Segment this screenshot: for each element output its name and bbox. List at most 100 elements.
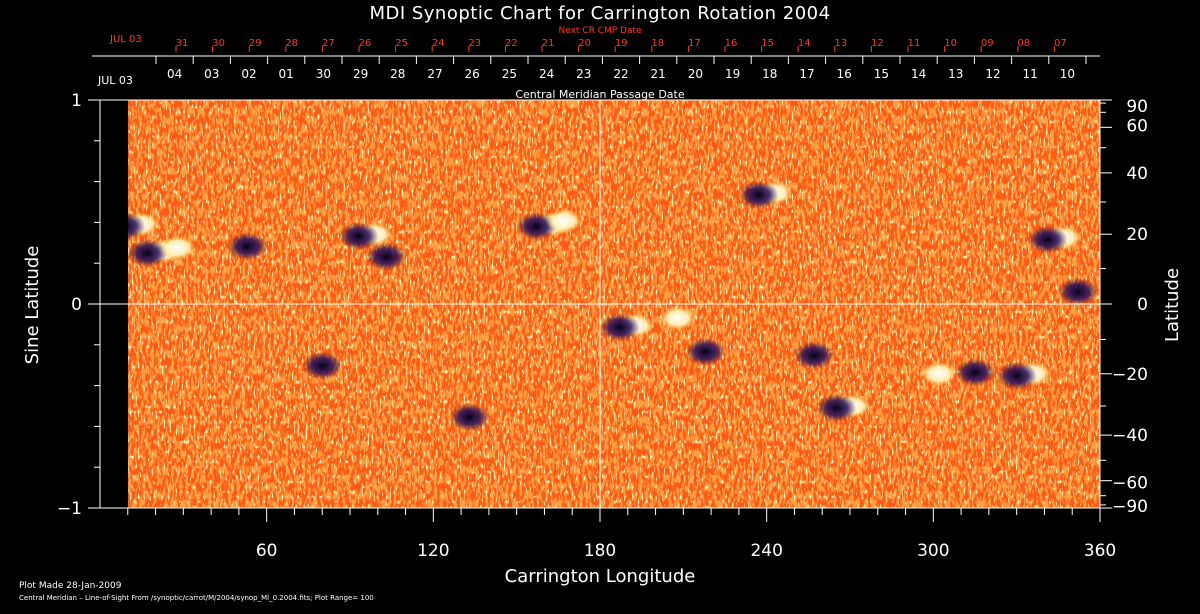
negative-polarity xyxy=(816,394,857,422)
active-region xyxy=(997,361,1051,390)
cmp-date-label: 23 xyxy=(576,67,591,81)
cmp-date-label: 04 xyxy=(167,67,182,81)
next-cr-date-label: 10 xyxy=(944,38,957,49)
active-region xyxy=(545,209,582,234)
x-tick-label: 120 xyxy=(417,541,449,561)
active-regions xyxy=(105,180,1098,432)
cmp-date-label: 24 xyxy=(539,67,554,81)
negative-polarity xyxy=(599,313,640,342)
active-region xyxy=(685,337,726,366)
negative-polarity xyxy=(793,341,834,370)
positive-polarity xyxy=(159,235,196,260)
y-right-tick-label: 0 xyxy=(1137,295,1148,315)
cmp-date-label: 03 xyxy=(204,67,219,81)
plot-made-note: Plot Made 28-Jan-2009 xyxy=(19,581,122,591)
cmp-date-label: 11 xyxy=(1023,67,1038,81)
active-region xyxy=(302,351,343,380)
active-region xyxy=(338,222,393,251)
next-cr-date-label: 29 xyxy=(249,38,262,49)
next-cr-date-label: 14 xyxy=(798,38,811,49)
cmp-label: Central Meridian Passage Date xyxy=(515,88,684,101)
x-tick-label: 360 xyxy=(1084,541,1116,561)
next-cr-date-label: 23 xyxy=(468,38,481,49)
active-region xyxy=(738,180,793,209)
cmp-date-label: 17 xyxy=(799,67,814,81)
active-region xyxy=(920,361,957,386)
positive-polarity xyxy=(920,361,957,386)
next-cr-date-label: 12 xyxy=(871,38,884,49)
negative-polarity xyxy=(685,337,726,366)
cmp-date-label: 22 xyxy=(613,67,628,81)
negative-polarity xyxy=(366,242,407,271)
y-right-tick-label: −90 xyxy=(1112,497,1148,517)
active-region xyxy=(793,341,834,370)
active-region xyxy=(366,242,407,271)
cmp-date-label: 16 xyxy=(837,67,852,81)
cmp-first-date-label: JUL 03 xyxy=(97,74,133,87)
next-cr-date-label: 18 xyxy=(651,38,664,49)
y-right-tick-label: 20 xyxy=(1126,225,1148,245)
y-right-tick-label: −20 xyxy=(1112,365,1148,385)
x-axis-label: Carrington Longitude xyxy=(505,566,696,587)
next-cr-date-label: 20 xyxy=(578,38,591,49)
negative-polarity xyxy=(449,403,490,432)
cmp-date-label: 01 xyxy=(279,67,294,81)
next-cr-date-label: 27 xyxy=(322,38,335,49)
y-axis-label-right: Latitude xyxy=(1162,268,1183,342)
x-tick-label: 60 xyxy=(256,541,278,561)
next-cr-date-label: 15 xyxy=(761,38,774,49)
next-cr-first-date-label: JUL 03 xyxy=(109,34,142,45)
cmp-date-label: 25 xyxy=(502,67,517,81)
cmp-date-label: 13 xyxy=(948,67,963,81)
axes: 60 120 180 240 300 36010−1906040200−20−40−60−… xyxy=(57,34,1148,561)
negative-polarity xyxy=(127,239,168,268)
active-region xyxy=(159,235,196,260)
x-tick-label: 300 xyxy=(917,541,949,561)
next-cr-date-label: 11 xyxy=(908,38,921,49)
y-left-tick-label: 0 xyxy=(71,295,82,315)
active-region xyxy=(816,394,871,422)
cmp-date-label: 28 xyxy=(390,67,405,81)
next-cr-date-label: 08 xyxy=(1017,38,1030,49)
x-tick-label: 180 xyxy=(584,541,616,561)
active-region xyxy=(1027,225,1082,254)
positive-polarity xyxy=(659,306,696,331)
next-cr-date-label: 25 xyxy=(395,38,408,49)
active-region xyxy=(659,306,696,331)
source-note: Central Meridian – Line-of-Sight From /s… xyxy=(19,594,374,602)
negative-polarity xyxy=(227,232,268,261)
y-right-tick-label: 60 xyxy=(1126,116,1148,136)
cmp-date-label: 18 xyxy=(762,67,777,81)
y-axis-label-left: Sine Latitude xyxy=(22,246,43,365)
cmp-date-label: 21 xyxy=(651,67,666,81)
next-cr-date-label: 16 xyxy=(725,38,738,49)
next-cr-date-label: 21 xyxy=(542,38,555,49)
cmp-date-label: 12 xyxy=(985,67,1000,81)
active-region xyxy=(1057,277,1098,306)
negative-polarity xyxy=(997,361,1037,390)
cmp-date-label: 14 xyxy=(911,67,926,81)
negative-polarity xyxy=(1057,277,1098,306)
next-cr-date-label: 28 xyxy=(285,38,298,49)
cmp-date-label: 19 xyxy=(725,67,740,81)
next-cr-date-label: 17 xyxy=(688,38,701,49)
cmp-date-label: 26 xyxy=(465,67,480,81)
y-right-tick-label: 40 xyxy=(1126,164,1148,184)
next-cr-date-label: 22 xyxy=(505,38,518,49)
y-left-tick-label: 1 xyxy=(71,91,82,111)
y-right-tick-label: −60 xyxy=(1112,474,1148,494)
next-cr-date-label: 31 xyxy=(176,38,189,49)
negative-polarity xyxy=(302,351,343,380)
chart-title: MDI Synoptic Chart for Carrington Rotati… xyxy=(369,3,830,24)
cmp-date-label: 29 xyxy=(353,67,368,81)
active-region xyxy=(955,358,995,387)
negative-polarity xyxy=(955,358,995,387)
cmp-date-label: 27 xyxy=(427,67,442,81)
next-cr-date-label: 30 xyxy=(212,38,225,49)
negative-polarity xyxy=(1027,225,1068,254)
next-cr-date-label: 07 xyxy=(1054,38,1067,49)
negative-polarity xyxy=(338,222,379,251)
y-left-tick-label: −1 xyxy=(57,499,82,519)
